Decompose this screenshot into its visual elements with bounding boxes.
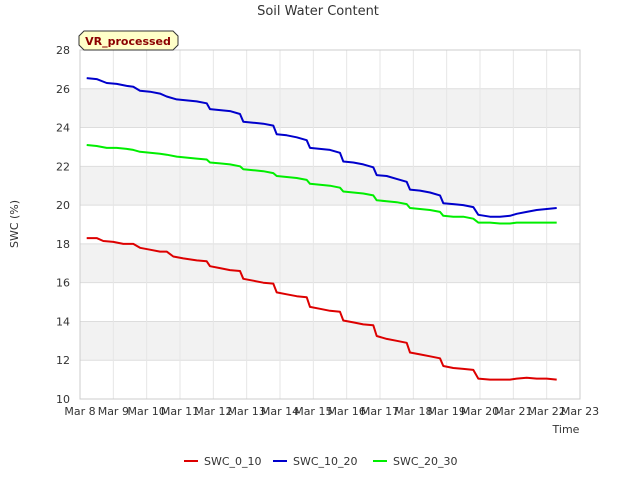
x-tick-label: Mar 17 (361, 405, 399, 418)
series-lines (86, 77, 557, 381)
x-tick-label: Mar 12 (194, 405, 232, 418)
plot-background (80, 50, 580, 399)
y-axis-label: SWC (%) (8, 200, 21, 248)
y-tick-label: 26 (56, 83, 70, 96)
plot-band (80, 243, 580, 283)
chart-title: Soil Water Content (257, 4, 379, 19)
x-tick-label: Mar 9 (98, 405, 129, 418)
legend-item-swc-10-20: SWC_10_20 (273, 455, 358, 468)
series-line-swc-20-30 (86, 144, 557, 225)
plot-band (80, 205, 580, 244)
y-tick-label: 28 (56, 44, 70, 57)
processing-badge: VR_processed (78, 30, 179, 51)
badge-text: VR_processed (85, 35, 171, 48)
plot-band (80, 127, 580, 167)
y-axis-ticks: 10 12 14 16 18 20 22 24 26 28 (56, 44, 70, 406)
y-tick-label: 20 (56, 199, 70, 212)
plot-band (80, 282, 580, 322)
y-tick-label: 12 (56, 354, 70, 367)
legend-item-swc-0-10: SWC_0_10 (184, 455, 262, 468)
legend-item-swc-20-30: SWC_20_30 (373, 455, 458, 468)
x-tick-label: Mar 8 (64, 405, 95, 418)
x-tick-label: Mar 11 (161, 405, 199, 418)
legend-label: SWC_20_30 (393, 455, 458, 468)
x-tick-label: Mar 13 (228, 405, 266, 418)
legend-label: SWC_0_10 (204, 455, 262, 468)
y-tick-label: 14 (56, 315, 70, 328)
plot-band (80, 321, 580, 361)
y-tick-label: 24 (56, 122, 70, 135)
x-tick-label: Mar 19 (428, 405, 466, 418)
y-tick-label: 18 (56, 238, 70, 251)
plot-border (79, 49, 581, 400)
legend-label: SWC_10_20 (293, 455, 358, 468)
plot-band (80, 50, 580, 89)
x-tick-label: Mar 21 (494, 405, 532, 418)
x-tick-label: Mar 23 (561, 405, 599, 418)
x-tick-label: Mar 22 (528, 405, 566, 418)
y-tick-label: 10 (56, 393, 70, 406)
series-line-swc-0-10 (86, 237, 557, 381)
y-tick-label: 16 (56, 277, 70, 290)
plot-band (80, 88, 580, 128)
gridlines (79, 49, 581, 400)
x-tick-label: Mar 20 (461, 405, 499, 418)
x-axis-label: Time (552, 423, 580, 436)
x-tick-label: Mar 15 (294, 405, 332, 418)
x-tick-label: Mar 18 (394, 405, 432, 418)
legend: SWC_0_10 SWC_10_20 SWC_20_30 (184, 455, 458, 468)
series-line-swc-10-20 (86, 77, 557, 218)
badge-box (78, 30, 179, 51)
x-tick-label: Mar 10 (128, 405, 166, 418)
y-tick-label: 22 (56, 160, 70, 173)
x-tick-label: Mar 14 (261, 405, 299, 418)
x-tick-label: Mar 16 (328, 405, 366, 418)
